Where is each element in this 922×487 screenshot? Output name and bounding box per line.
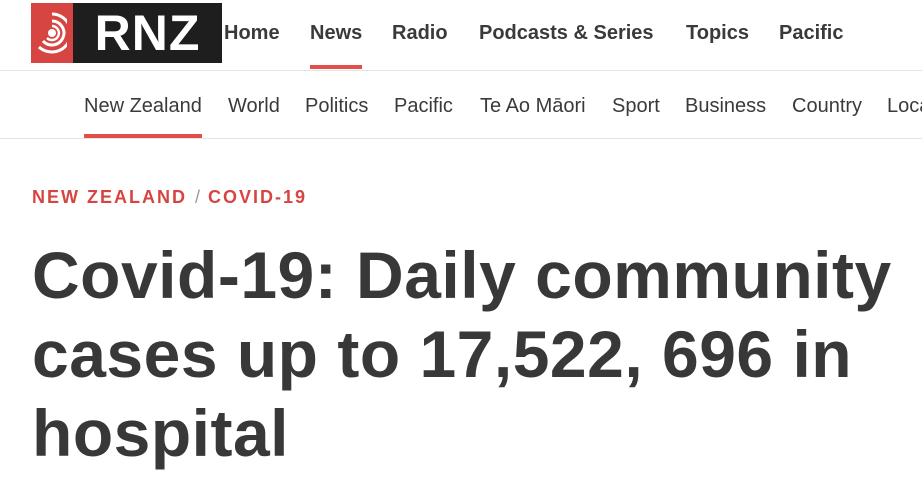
nav-podcasts-series[interactable]: Podcasts & Series: [479, 22, 654, 44]
subnav-te-ao-maori[interactable]: Te Ao Māori: [480, 95, 586, 117]
breadcrumb-topic[interactable]: COVID-19: [208, 187, 308, 207]
nav-pacific[interactable]: Pacific: [779, 22, 844, 44]
nav-news[interactable]: News: [310, 22, 363, 69]
subnav-business[interactable]: Business: [685, 95, 767, 117]
subnav-new-zealand[interactable]: New Zealand: [84, 95, 202, 138]
breadcrumb-separator: /: [195, 187, 201, 207]
rnz-logo[interactable]: RNZ: [31, 3, 222, 63]
nav-topics[interactable]: Topics: [686, 22, 749, 44]
nav-radio[interactable]: Radio: [392, 22, 448, 44]
site-header: RNZ Home News Radio Podcasts & Series To…: [0, 0, 922, 71]
logo-wordmark: RNZ: [73, 3, 222, 63]
subnav-sport[interactable]: Sport: [612, 95, 660, 117]
subnav-world[interactable]: World: [228, 95, 280, 117]
subnav-country[interactable]: Country: [792, 95, 863, 117]
radio-waves-icon: [31, 3, 73, 63]
nav-home[interactable]: Home: [224, 22, 280, 44]
subnav-local-democracy[interactable]: Local Democracy Reporting: [887, 95, 922, 117]
subnav-pacific[interactable]: Pacific: [394, 95, 453, 117]
breadcrumb: NEW ZEALAND / COVID-19: [32, 187, 307, 208]
news-section-navigation: New Zealand World Politics Pacific Te Ao…: [0, 71, 922, 139]
breadcrumb-section[interactable]: NEW ZEALAND: [32, 187, 187, 207]
subnav-politics[interactable]: Politics: [305, 95, 369, 117]
article-headline: Covid-19: Daily community cases up to 17…: [32, 238, 892, 470]
